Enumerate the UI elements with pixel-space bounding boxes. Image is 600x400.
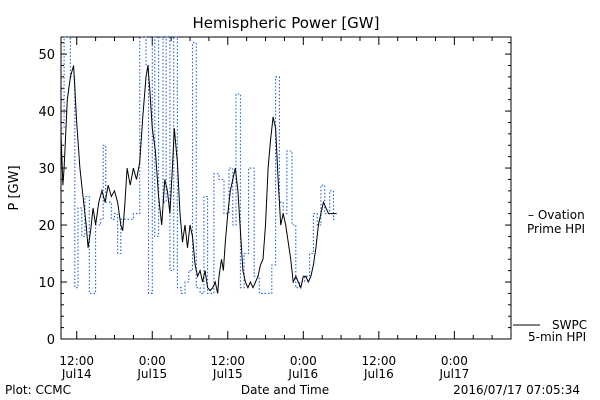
x-tick-time-2: 12:00: [210, 354, 245, 368]
series-layer: [60, 36, 337, 294]
x-tick-time-1: 0:00: [139, 354, 166, 368]
y-tick-label-20: 20: [38, 219, 55, 234]
plot-credit: Plot: CCMC: [5, 383, 71, 397]
legend-swpc-line1: SWPC: [552, 318, 587, 332]
x-tick-date-4: Jul16: [363, 367, 394, 381]
y-axis-label: P [GW]: [7, 165, 22, 210]
x-tick-date-3: Jul16: [287, 367, 318, 381]
x-axis-ticks: 12:00Jul140:00Jul1512:00Jul150:00Jul1612…: [59, 37, 512, 381]
y-tick-label-40: 40: [38, 105, 55, 120]
x-tick-date-2: Jul15: [212, 367, 243, 381]
chart-title: Hemispheric Power [GW]: [193, 14, 380, 32]
legend-ovation-line1: – Ovation: [528, 208, 585, 222]
x-tick-time-5: 0:00: [441, 354, 468, 368]
legend-swpc-line2: 5-min HPI: [528, 330, 586, 344]
y-tick-label-0: 0: [47, 333, 55, 348]
plot-timestamp: 2016/07/17 07:05:34: [453, 383, 580, 397]
x-tick-time-0: 12:00: [59, 354, 94, 368]
x-axis-label: Date and Time: [241, 383, 329, 397]
y-tick-label-10: 10: [38, 276, 55, 291]
plot-area-frame: [60, 36, 512, 340]
legend-ovation: – Ovation Prime HPI: [527, 208, 585, 236]
legend-swpc: SWPC 5-min HPI: [513, 318, 587, 344]
y-axis-ticks: 0 10 20 30 40 50: [38, 42, 511, 348]
series-line-ovation-prime-hpi: [61, 36, 337, 294]
x-tick-date-0: Jul14: [61, 367, 92, 381]
series-line-swpc-5min-hpi: [60, 65, 337, 294]
legend-ovation-line2: Prime HPI: [527, 222, 585, 236]
y-tick-label-50: 50: [38, 48, 55, 63]
y-tick-label-30: 30: [38, 162, 55, 177]
x-tick-date-5: Jul17: [438, 367, 469, 381]
x-tick-date-1: Jul15: [136, 367, 167, 381]
x-tick-time-4: 12:00: [362, 354, 397, 368]
x-tick-time-3: 0:00: [290, 354, 317, 368]
